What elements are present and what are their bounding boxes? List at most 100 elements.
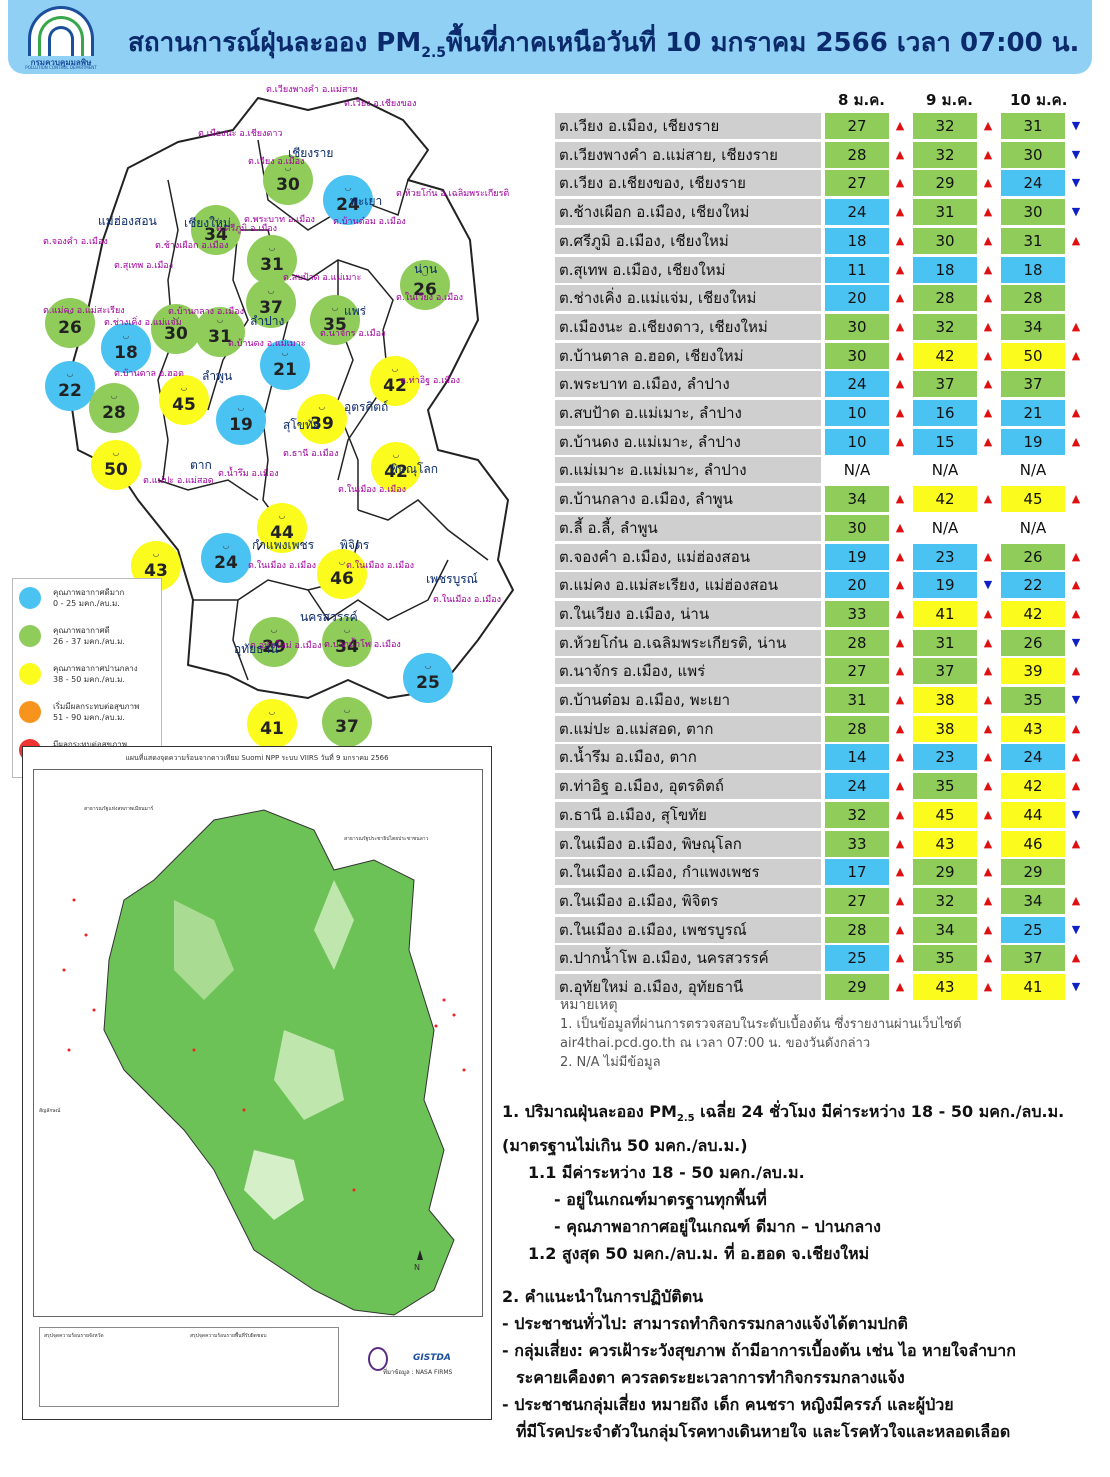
pm25-value: 24 [214, 553, 238, 573]
trend-up-icon: ▲ [895, 406, 905, 419]
smile-icon: ◡ [66, 369, 74, 378]
pm25-value: 30 [276, 175, 300, 195]
pm25-cell: 29 [913, 170, 977, 197]
pm25-cell: 35 [913, 945, 977, 972]
trend-up-icon: ▲ [983, 922, 993, 936]
table-row: ต.พระบาท อ.เมือง, ลำปาง 24 ▲ 37 ▲ 37 [555, 371, 1085, 398]
pm25-bubble: ◡ 46 [317, 549, 367, 599]
smile-icon: ◡ [267, 286, 275, 295]
trend-up-icon: ▲ [983, 262, 993, 276]
pm25-cell: 31 [1001, 113, 1065, 139]
station-name: ต.บ้านกลาง อ.เมือง, ลำพูน [555, 486, 821, 513]
pm25-cell: 30 [1001, 199, 1065, 226]
pm25-cell: 30 [825, 514, 889, 541]
summary-line-2: (มาตรฐานไม่เกิน 50 มคก./ลบ.ม.) [502, 1136, 748, 1156]
station-name: ต.นาจักร อ.เมือง, แพร่ [555, 658, 821, 685]
trend-up-icon: ▲ [1071, 779, 1081, 793]
pm25-value: 31 [260, 255, 284, 275]
pm25-value: 34 [204, 225, 228, 245]
pm25-cell: 34 [1001, 313, 1065, 340]
pm25-cell: N/A [913, 514, 977, 541]
site-label: ต.เวียง อ.เชียงของ [344, 99, 417, 109]
station-name: ต.เวียงพางคำ อ.แม่สาย, เชียงราย [555, 141, 821, 168]
pm25-cell: 10 [825, 428, 889, 455]
trend-up-icon: ▲ [895, 721, 905, 735]
province-label: พิจิตร [340, 538, 370, 552]
trend-up-icon: ▲ [1071, 319, 1081, 333]
pm25-value: 21 [273, 360, 297, 380]
pm25-cell: 28 [825, 715, 889, 742]
smile-icon: ◡ [343, 705, 351, 714]
table-row: ต.ช่างเคิ่ง อ.แม่แจ่ม, เชียงใหม่ 20 ▲ 28 ▲ 28 [555, 285, 1085, 312]
trend-up-icon: ▲ [895, 291, 905, 305]
station-name: ต.เวียง อ.เชียงของ, เชียงราย [555, 170, 821, 197]
province-label: สุโขทัย [283, 418, 320, 432]
trend-up-icon: ▲ [983, 836, 993, 850]
trend-up-icon: ▲ [983, 492, 993, 506]
pm25-value: 37 [335, 717, 359, 737]
trend-down-icon: ▼ [1071, 922, 1081, 936]
pm25-value: 29 [262, 637, 286, 657]
pm25-cell: 24 [825, 199, 889, 226]
forest-cover-map: สาธารณรัฐแห่งสหภาพเมียนมาร์ สาธารณรัฐประ… [62, 805, 466, 1316]
table-row: ต.จองคำ อ.เมือง, แม่ฮ่องสอน 19 ▲ 23 ▲ 26 ▲ [555, 543, 1085, 570]
pm25-cell: 34 [1001, 887, 1065, 914]
station-name: ต.ห้วยโก๋น อ.เฉลิมพระเกียรติ, น่าน [555, 629, 821, 656]
summary-text: 1. ปริมาณฝุ่นละออง PM2.5 เฉลี่ย 24 ชั่วโ… [502, 1098, 1092, 1445]
pm25-cell: 32 [913, 887, 977, 914]
pm25-bubble: ◡ 31 [195, 307, 245, 357]
table-row: ต.บ้านดง อ.แม่เมาะ, ลำปาง 10 ▲ 15 ▲ 19 ▲ [555, 428, 1085, 455]
pm25-value: 19 [229, 415, 253, 435]
pm25-bubble: ◡ 44 [257, 503, 307, 553]
pm25-cell: 27 [825, 113, 889, 139]
site-label: ต.อุทัยใหม่ อ.เมือง [250, 641, 322, 651]
smile-icon: ◡ [222, 541, 230, 550]
trend-up-icon: ▲ [1071, 348, 1081, 362]
trend-up-icon: ▲ [895, 549, 905, 563]
trend-up-icon: ▲ [983, 406, 993, 419]
station-name: ต.ในเมือง อ.เมือง, เพชรบูรณ์ [555, 916, 821, 943]
pm25-cell: 26 [1001, 543, 1065, 570]
trend-up-icon: ▲ [895, 836, 905, 850]
pm25-bubble: ◡ 41 [247, 699, 297, 749]
pm25-cell: 34 [913, 916, 977, 943]
trend-up-icon: ▲ [983, 434, 993, 448]
site-label: ต.แม่ปะ อ.แม่สอด [143, 476, 214, 486]
pm25-bubble: ◡ 37 [246, 278, 296, 328]
gistda-seal-icon [368, 1347, 388, 1371]
pm25-bubble: ◡ 28 [89, 383, 139, 433]
province-label: แม่ฮ่องสอน [98, 214, 157, 228]
site-label: ต.ในเมือง อ.เมือง [433, 595, 501, 605]
pm25-cell: N/A [913, 457, 977, 484]
station-name: ต.ช้างเผือก อ.เมือง, เชียงใหม่ [555, 199, 821, 226]
trend-up-icon: ▲ [895, 434, 905, 448]
site-label: ต.จองคำ อ.เมือง [43, 237, 108, 247]
summary-line-8: - ประชาชนทั่วไป: สามารถทำกิจกรรมกลางแจ้ง… [502, 1314, 908, 1334]
notes-line-1: 1. เป็นข้อมูลที่ผ่านการตรวจสอบในระดับเบื… [560, 1017, 962, 1032]
pm25-cell: 21 [1001, 400, 1065, 426]
pm25-cell: 17 [825, 859, 889, 886]
pm25-value: 50 [104, 460, 128, 480]
pm25-cell: 42 [1001, 600, 1065, 627]
smile-icon: ◡ [66, 306, 74, 315]
satellite-credit: ที่มาข้อมูล : NASA FIRMS [383, 1369, 453, 1376]
pm25-cell: 25 [1001, 916, 1065, 943]
satellite-title: แผนที่แสดงจุดความร้อนจากดาวเทียม Suomi N… [125, 754, 389, 762]
site-label: ต.นาจักร อ.เมือง [320, 329, 386, 339]
province-label: เชียงใหม่ [184, 216, 231, 230]
site-label: ต.สุเทพ อ.เมือง [114, 261, 174, 271]
pm25-cell: 20 [825, 285, 889, 312]
trend-down-icon: ▼ [1071, 807, 1081, 821]
pm25-cell: 23 [913, 543, 977, 570]
site-label: ต.บ้านดง อ.แม่เมาะ [228, 339, 306, 349]
site-label: ต.ช่างเคิ่ง อ.แม่แจ่ม [104, 318, 182, 328]
date-header-2: 9 ม.ค. [926, 91, 973, 109]
table-row: ต.แม่คง อ.แม่สะเรียง, แม่ฮ่องสอน 20 ▲ 19 ▼ 22… [555, 572, 1085, 599]
pm25-bubble: ◡ 31 [247, 235, 297, 285]
table-row: ต.ปากน้ำโพ อ.เมือง, นครสวรรค์ 25 ▲ 35 ▲ 37 ▲ [555, 945, 1085, 972]
station-name: ต.อุทัยใหม่ อ.เมือง, อุทัยธานี [555, 974, 821, 1000]
trend-up-icon: ▲ [895, 951, 905, 965]
trend-up-icon: ▲ [895, 606, 905, 620]
pm25-cell: 24 [825, 371, 889, 398]
table-row: ต.สุเทพ อ.เมือง, เชียงใหม่ 11 ▲ 18 ▲ 18 [555, 256, 1085, 283]
